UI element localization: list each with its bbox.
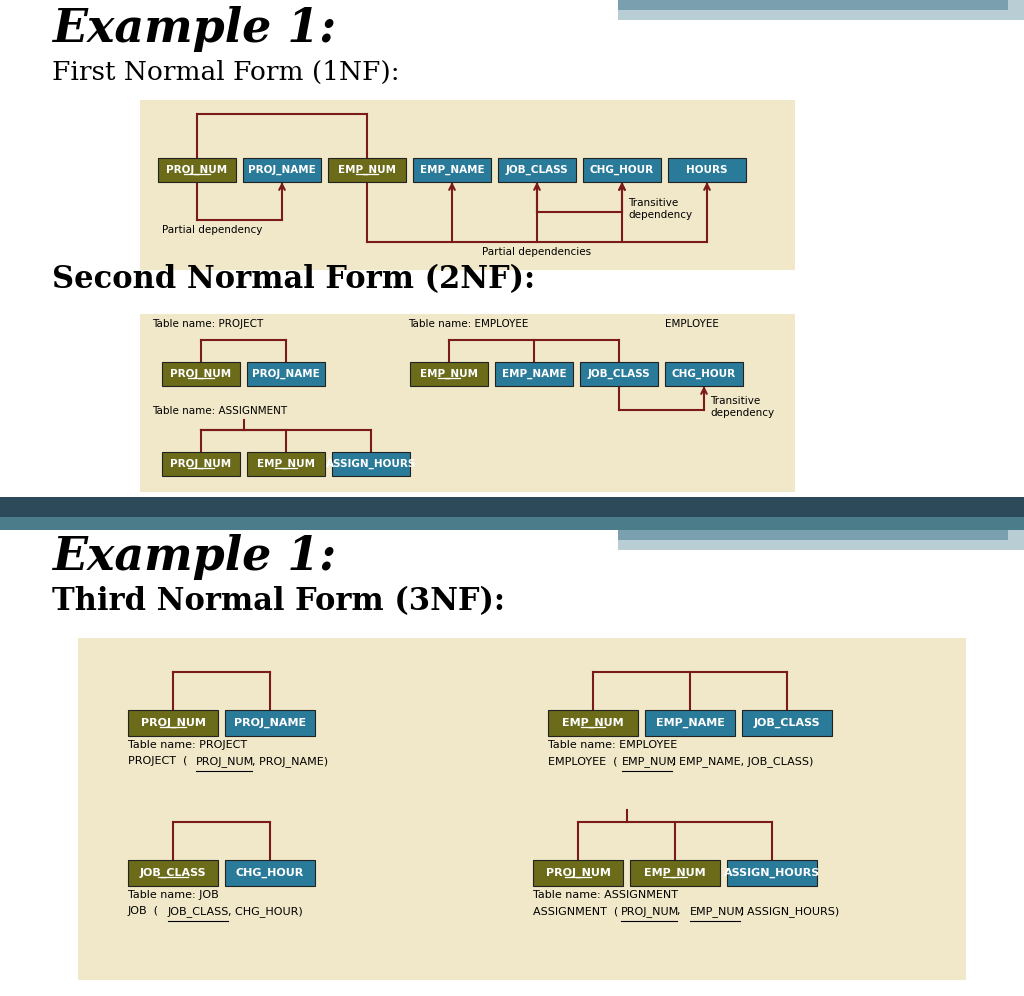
Text: Partial dependency: Partial dependency	[162, 225, 262, 235]
FancyBboxPatch shape	[128, 860, 218, 886]
Text: Example 1:: Example 1:	[52, 6, 336, 52]
FancyBboxPatch shape	[665, 362, 743, 386]
Text: Table name: EMPLOYEE: Table name: EMPLOYEE	[548, 740, 677, 750]
Text: Second Normal Form (2NF):: Second Normal Form (2NF):	[52, 264, 536, 295]
Bar	[618, 0, 1008, 10]
Text: EMP_NUM: EMP_NUM	[644, 868, 706, 878]
Text: EMP_NUM: EMP_NUM	[257, 459, 315, 469]
Text: EMP_NAME: EMP_NAME	[420, 165, 484, 175]
Text: EMP_NUM: EMP_NUM	[622, 756, 677, 767]
Text: , PROJ_NAME): , PROJ_NAME)	[252, 756, 328, 767]
Bar	[0, 517, 1024, 530]
Text: Table name: PROJECT: Table name: PROJECT	[128, 740, 247, 750]
Bar	[0, 497, 1024, 517]
Text: PROJ_NUM: PROJ_NUM	[167, 165, 227, 175]
Text: Table name: JOB: Table name: JOB	[128, 890, 219, 900]
FancyBboxPatch shape	[247, 362, 325, 386]
Text: , ASSIGN_HOURS): , ASSIGN_HOURS)	[740, 906, 840, 917]
Text: EMP_NAME: EMP_NAME	[655, 718, 724, 728]
FancyBboxPatch shape	[225, 710, 315, 736]
FancyBboxPatch shape	[742, 710, 831, 736]
Text: PROJ_NAME: PROJ_NAME	[252, 369, 319, 379]
Text: JOB_CLASS: JOB_CLASS	[506, 165, 568, 175]
FancyBboxPatch shape	[498, 158, 575, 182]
Bar	[78, 638, 966, 980]
Text: PROJ_NAME: PROJ_NAME	[248, 165, 315, 175]
Bar	[140, 314, 795, 492]
Text: , CHG_HOUR): , CHG_HOUR)	[228, 906, 303, 917]
Text: CHG_HOUR: CHG_HOUR	[236, 868, 304, 878]
Text: PROJ_NUM: PROJ_NUM	[621, 906, 679, 917]
FancyBboxPatch shape	[548, 710, 638, 736]
Text: HOURS: HOURS	[686, 165, 728, 175]
FancyBboxPatch shape	[332, 452, 410, 476]
Text: , EMP_NAME, JOB_CLASS): , EMP_NAME, JOB_CLASS)	[672, 756, 813, 767]
Text: EMPLOYEE: EMPLOYEE	[665, 319, 719, 329]
Text: EMPLOYEE  (: EMPLOYEE (	[548, 756, 617, 766]
Text: Table name: ASSIGNMENT: Table name: ASSIGNMENT	[534, 890, 678, 900]
Bar	[0, 530, 1024, 996]
Text: Transitive
dependency: Transitive dependency	[628, 197, 692, 220]
Text: EMP_NAME: EMP_NAME	[502, 369, 566, 379]
Text: JOB_CLASS: JOB_CLASS	[588, 369, 650, 379]
FancyBboxPatch shape	[413, 158, 490, 182]
Text: PROJ_NUM: PROJ_NUM	[546, 868, 610, 878]
FancyBboxPatch shape	[727, 860, 817, 886]
Text: PROJ_NUM: PROJ_NUM	[170, 459, 231, 469]
Text: CHG_HOUR: CHG_HOUR	[672, 369, 736, 379]
Text: PROJECT  (: PROJECT (	[128, 756, 187, 766]
FancyBboxPatch shape	[580, 362, 658, 386]
Text: ASSIGNMENT  (: ASSIGNMENT (	[534, 906, 618, 916]
Text: Third Normal Form (3NF):: Third Normal Form (3NF):	[52, 586, 505, 617]
Bar	[0, 0, 1024, 498]
Text: Partial dependencies: Partial dependencies	[482, 247, 592, 257]
Text: EMP_NUM: EMP_NUM	[690, 906, 745, 917]
Text: ASSIGN_HOURS: ASSIGN_HOURS	[326, 459, 416, 469]
FancyBboxPatch shape	[668, 158, 746, 182]
FancyBboxPatch shape	[247, 452, 325, 476]
FancyBboxPatch shape	[583, 158, 662, 182]
FancyBboxPatch shape	[534, 860, 623, 886]
FancyBboxPatch shape	[158, 158, 236, 182]
FancyBboxPatch shape	[225, 860, 315, 886]
Text: Table name: ASSIGNMENT: Table name: ASSIGNMENT	[152, 406, 287, 416]
Bar	[618, 530, 1024, 550]
FancyBboxPatch shape	[630, 860, 720, 886]
Bar	[618, 0, 1024, 20]
Text: PROJ_NUM: PROJ_NUM	[170, 369, 231, 379]
Text: CHG_HOUR: CHG_HOUR	[590, 165, 654, 175]
Text: Table name: PROJECT: Table name: PROJECT	[152, 319, 263, 329]
Text: PROJ_NUM: PROJ_NUM	[196, 756, 254, 767]
Text: EMP_NUM: EMP_NUM	[338, 165, 396, 175]
Text: JOB_CLASS: JOB_CLASS	[754, 718, 820, 728]
FancyBboxPatch shape	[328, 158, 406, 182]
Text: First Normal Form (1NF):: First Normal Form (1NF):	[52, 60, 399, 85]
Text: JOB_CLASS: JOB_CLASS	[139, 868, 206, 878]
FancyBboxPatch shape	[128, 710, 218, 736]
FancyBboxPatch shape	[495, 362, 573, 386]
Bar	[140, 100, 795, 270]
Text: PROJ_NUM: PROJ_NUM	[140, 718, 206, 728]
Bar	[618, 530, 1008, 540]
Text: Table name: EMPLOYEE: Table name: EMPLOYEE	[408, 319, 528, 329]
FancyBboxPatch shape	[410, 362, 488, 386]
Text: Transitive
dependency: Transitive dependency	[710, 395, 774, 418]
FancyBboxPatch shape	[162, 362, 240, 386]
Text: JOB_CLASS: JOB_CLASS	[168, 906, 229, 917]
Text: EMP_NUM: EMP_NUM	[420, 369, 478, 379]
Text: EMP_NUM: EMP_NUM	[562, 718, 624, 728]
FancyBboxPatch shape	[243, 158, 321, 182]
FancyBboxPatch shape	[162, 452, 240, 476]
Text: JOB  (: JOB (	[128, 906, 159, 916]
Text: ASSIGN_HOURS: ASSIGN_HOURS	[724, 868, 820, 878]
Text: ,: ,	[677, 906, 684, 916]
Text: PROJ_NAME: PROJ_NAME	[233, 718, 306, 728]
Text: Example 1:: Example 1:	[52, 534, 336, 580]
FancyBboxPatch shape	[645, 710, 735, 736]
